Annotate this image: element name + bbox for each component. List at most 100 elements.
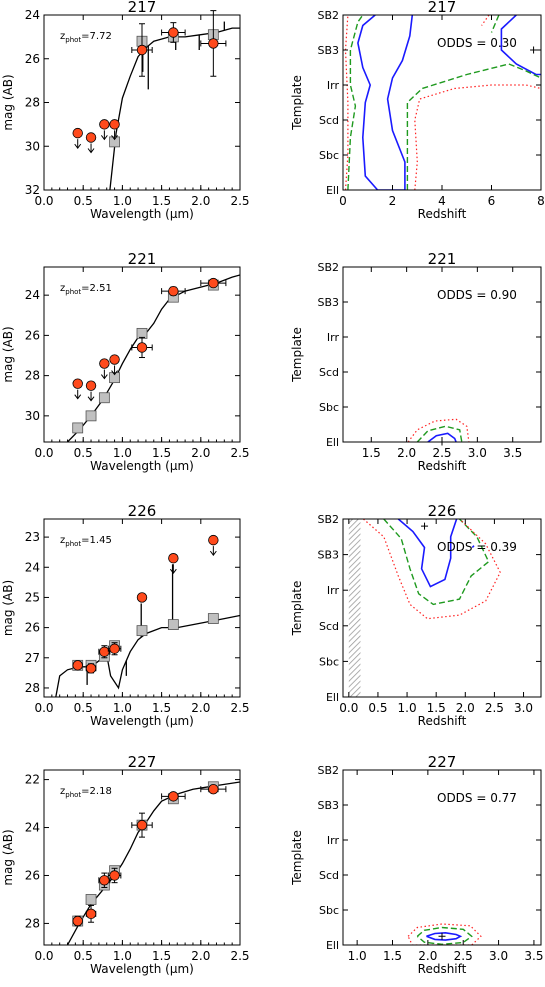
sed-227-ylabel: mag (AB) bbox=[1, 829, 15, 885]
pz-217-xtick-label: 2 bbox=[389, 194, 397, 208]
sed-227-ytick-label: 28 bbox=[25, 916, 40, 930]
pz-217-contour-95 bbox=[347, 15, 364, 190]
sed-227-observed-point bbox=[168, 791, 179, 802]
sed-217-panel: 217 0.0 0.5 1.0 1.5 2.0 2.5 24 26 28 30 32 Wavelengt… bbox=[1, 0, 250, 221]
pz-227-frame bbox=[342, 769, 542, 946]
sed-217-xlabel: Wavelength (μm) bbox=[90, 207, 194, 221]
pz-227-xlabel: Redshift bbox=[418, 962, 467, 976]
sed-226-observed-point bbox=[168, 553, 179, 564]
pz-221-xtick-label: 1.5 bbox=[362, 446, 381, 460]
pz-227-template-label: SB2 bbox=[317, 764, 339, 777]
sed-221-observed-point bbox=[72, 378, 83, 389]
sed-217-xtick-label: 1.0 bbox=[113, 194, 132, 208]
pz-226-xtick-label: 0.0 bbox=[339, 701, 358, 715]
sed-226-observed-point bbox=[85, 663, 97, 674]
sed-226-ytick-label: 24 bbox=[25, 560, 40, 574]
pz-227-contour-95 bbox=[416, 926, 473, 945]
sed-227-xtick-label: 0.0 bbox=[34, 949, 53, 963]
pz-221-template-label: Sbc bbox=[319, 401, 339, 414]
sed-217-upper-limit-arrowhead bbox=[87, 148, 95, 154]
sed-226-spectrum-line bbox=[55, 614, 240, 697]
sed-227-observed-point bbox=[99, 875, 110, 886]
pz-226-xtick-label: 1.0 bbox=[398, 701, 417, 715]
pz-226-template-label: Scd bbox=[319, 620, 339, 633]
sed-226-model-point bbox=[167, 619, 179, 630]
pz-226-template-label: Irr bbox=[327, 584, 340, 597]
pz-217-ylabel: Template bbox=[290, 75, 304, 131]
pz-221-template-label: Irr bbox=[327, 331, 340, 344]
pz-221-xtick-label: 2.5 bbox=[432, 446, 451, 460]
sed-227-xtick-label: 0.5 bbox=[74, 949, 93, 963]
sed-221-panel: 221 0.0 0.5 1.0 1.5 2.0 2.5 24 26 28 30 Wavelength … bbox=[1, 250, 250, 473]
pz-217-contour-95 bbox=[490, 15, 500, 33]
sed-221-frame bbox=[43, 266, 241, 443]
sed-221-model-point bbox=[85, 410, 97, 422]
sed-217-ytick-label: 28 bbox=[25, 96, 40, 110]
pz-227-template-label: SB3 bbox=[317, 799, 339, 812]
sed-217-observed-point bbox=[72, 127, 83, 139]
pz-227-ylabel: Template bbox=[290, 830, 304, 886]
sed-227-xtick-label: 1.5 bbox=[152, 949, 171, 963]
sed-217-xtick-label: 2.0 bbox=[191, 194, 210, 208]
sed-227-xtick-label: 2.5 bbox=[230, 949, 249, 963]
sed-221-observed-point bbox=[208, 277, 219, 289]
pz-221-xtick-label: 3.5 bbox=[503, 446, 522, 460]
sed-226-xtick-label: 2.5 bbox=[230, 701, 249, 715]
sed-217-upper-limit-arrowhead bbox=[74, 143, 82, 149]
pz-226-frame bbox=[342, 518, 542, 698]
sed-221-ytick-label: 24 bbox=[25, 288, 40, 302]
pz-217-contour-99 bbox=[344, 15, 349, 190]
pz-226-template-label: Ell bbox=[326, 691, 339, 704]
sed-226-observed-point bbox=[208, 534, 219, 546]
sed-221-ytick-label: 30 bbox=[25, 409, 40, 423]
pz-226-xtick-label: 3.0 bbox=[514, 701, 533, 715]
pz-221-template-label: SB3 bbox=[317, 296, 339, 309]
sed-226-xtick-label: 0.0 bbox=[34, 701, 53, 715]
pz-226-contour-68 bbox=[397, 519, 458, 588]
sed-221-xtick-label: 0.5 bbox=[74, 446, 93, 460]
pz-226-xlabel: Redshift bbox=[418, 714, 467, 728]
pz-221-template-label: Ell bbox=[326, 436, 339, 449]
sed-226-observed-point bbox=[99, 646, 110, 657]
sed-226-zphot-symbol: z bbox=[60, 535, 65, 546]
sed-226-xlabel: Wavelength (μm) bbox=[90, 714, 194, 728]
sed-217-ylabel: mag (AB) bbox=[1, 74, 15, 130]
sed-217-observed-point bbox=[85, 132, 97, 143]
sed-221-zphot-subscript: phot bbox=[65, 288, 81, 296]
sed-221-upper-limit-arrowhead bbox=[87, 396, 95, 402]
sed-217-ytick-label: 32 bbox=[25, 183, 40, 197]
pz-226-template-label: Sbc bbox=[319, 655, 339, 668]
sed-221-model-point bbox=[98, 392, 110, 404]
pz-227-xtick-label: 2.5 bbox=[454, 949, 473, 963]
sed-217-zphot-subscript: phot bbox=[65, 36, 81, 44]
pz-221-ylabel: Template bbox=[290, 327, 304, 383]
pz-226-xtick-label: 0.5 bbox=[368, 701, 387, 715]
sed-227-zphot-annotation: zphot=2.18 bbox=[60, 786, 112, 799]
pz-221-xtick-label: 2.0 bbox=[397, 446, 416, 460]
sed-221-title: 221 bbox=[128, 250, 157, 268]
sed-217-spectrum-group bbox=[109, 21, 240, 190]
sed-227-observed-point bbox=[109, 870, 120, 881]
sed-217-title: 217 bbox=[128, 0, 157, 16]
sed-227-spectrum-group bbox=[66, 781, 240, 945]
sed-217-upper-limit-arrowhead bbox=[111, 135, 118, 141]
sed-217-observed-point bbox=[136, 44, 148, 56]
pz-217-template-label: Sbc bbox=[319, 149, 339, 162]
pz-221-contour-95 bbox=[416, 425, 463, 442]
sed-227-xtick-label: 1.0 bbox=[113, 949, 132, 963]
sed-217-zphot-symbol: z bbox=[60, 31, 65, 42]
sed-221-observed-point bbox=[85, 380, 97, 391]
sed-217-observed-point bbox=[208, 38, 219, 49]
sed-226-ytick-label: 26 bbox=[25, 621, 40, 635]
sed-221-ytick-label: 28 bbox=[25, 369, 40, 383]
pz-217-contour-95 bbox=[406, 63, 541, 190]
pz-227-contour-68 bbox=[426, 931, 463, 941]
pz-221-odds-label: ODDS = 0.90 bbox=[437, 288, 517, 302]
sed-227-ytick-label: 24 bbox=[25, 821, 40, 835]
sed-221-ytick-label: 26 bbox=[25, 328, 40, 342]
pz-221-contour-group bbox=[407, 418, 470, 442]
pz-217-contour-68 bbox=[500, 15, 541, 76]
sed-226-xtick-label: 1.0 bbox=[113, 701, 132, 715]
pz-221-title: 221 bbox=[428, 250, 457, 268]
